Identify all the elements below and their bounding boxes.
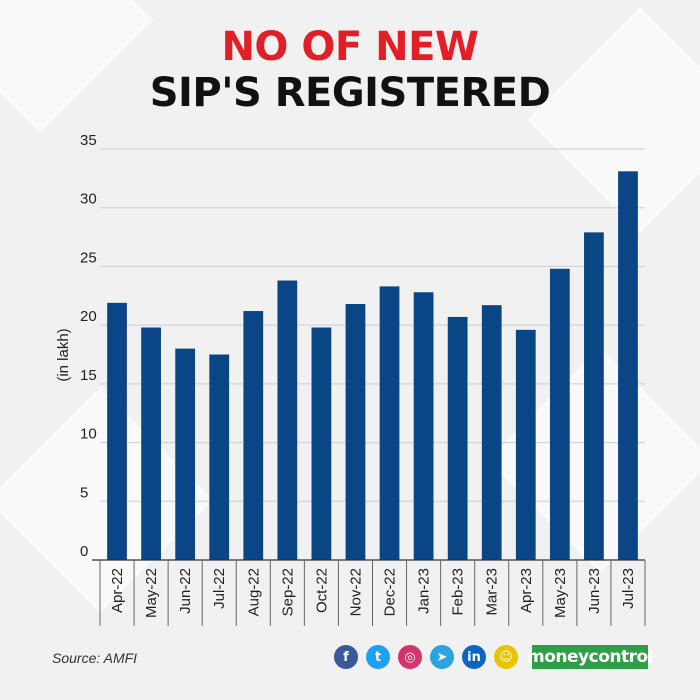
x-tick-label: Jul-22 bbox=[211, 568, 228, 609]
y-tick-label: 0 bbox=[80, 543, 88, 560]
y-tick-label: 35 bbox=[80, 132, 97, 149]
bar bbox=[277, 280, 298, 560]
instagram-icon[interactable]: ◎ bbox=[398, 645, 422, 669]
bar bbox=[209, 354, 230, 560]
bar bbox=[549, 268, 570, 560]
source-note: Source: AMFI bbox=[52, 650, 138, 666]
bar bbox=[515, 329, 536, 560]
bar bbox=[141, 327, 161, 560]
x-tick-label: Dec-22 bbox=[382, 568, 399, 616]
x-tick-label: Nov-22 bbox=[347, 568, 364, 616]
x-tick-label: Apr-23 bbox=[518, 568, 535, 613]
bar bbox=[447, 316, 468, 560]
social-icons: f t ◎ ➤ in ☺ bbox=[334, 645, 518, 669]
bar bbox=[481, 305, 502, 560]
twitter-icon[interactable]: t bbox=[366, 645, 390, 669]
x-tick-label: Apr-22 bbox=[109, 568, 126, 613]
x-tick-label: Jul-23 bbox=[620, 568, 637, 609]
x-tick-label: May-22 bbox=[143, 568, 160, 618]
x-tick-label: Jun-22 bbox=[177, 568, 194, 614]
bar bbox=[175, 348, 196, 560]
y-tick-label: 5 bbox=[80, 484, 88, 501]
bar bbox=[345, 304, 366, 560]
facebook-icon[interactable]: f bbox=[334, 645, 358, 669]
telegram-icon[interactable]: ➤ bbox=[430, 645, 454, 669]
bar bbox=[584, 232, 604, 561]
x-tick-label: Oct-22 bbox=[313, 568, 330, 613]
bar bbox=[243, 311, 264, 560]
bar bbox=[413, 292, 434, 560]
x-tick-label: Aug-22 bbox=[245, 568, 262, 616]
moneycontrol-logo: moneycontrol bbox=[527, 645, 654, 669]
bar bbox=[107, 302, 127, 560]
y-tick-label: 25 bbox=[80, 249, 97, 266]
chart-title-line2: SIP'S REGISTERED bbox=[149, 70, 551, 116]
chart-title-line1: NO OF NEW bbox=[221, 24, 479, 70]
x-tick-label: Feb-23 bbox=[450, 568, 467, 616]
y-tick-label: 30 bbox=[80, 191, 97, 208]
y-axis-label: (in lakh) bbox=[55, 328, 72, 381]
y-tick-label: 10 bbox=[80, 426, 97, 443]
bar bbox=[311, 327, 332, 560]
y-tick-label: 15 bbox=[80, 367, 97, 384]
bar-chart: 0 5 10 15 20 25 30 35 (in lakh) Apr-22 May-22 Jun-2… bbox=[55, 132, 646, 626]
x-tick-label: Mar-23 bbox=[484, 568, 501, 616]
bar bbox=[379, 286, 400, 560]
x-tick-label: May-23 bbox=[552, 568, 569, 618]
x-tick-label: Jan-23 bbox=[416, 568, 433, 614]
linkedin-icon[interactable]: in bbox=[462, 645, 486, 669]
x-tick-label: Sep-22 bbox=[279, 568, 296, 616]
snapchat-icon[interactable]: ☺ bbox=[494, 645, 518, 669]
x-tick-label: Jun-23 bbox=[586, 568, 603, 614]
y-tick-label: 20 bbox=[80, 308, 97, 325]
bar bbox=[618, 171, 638, 560]
